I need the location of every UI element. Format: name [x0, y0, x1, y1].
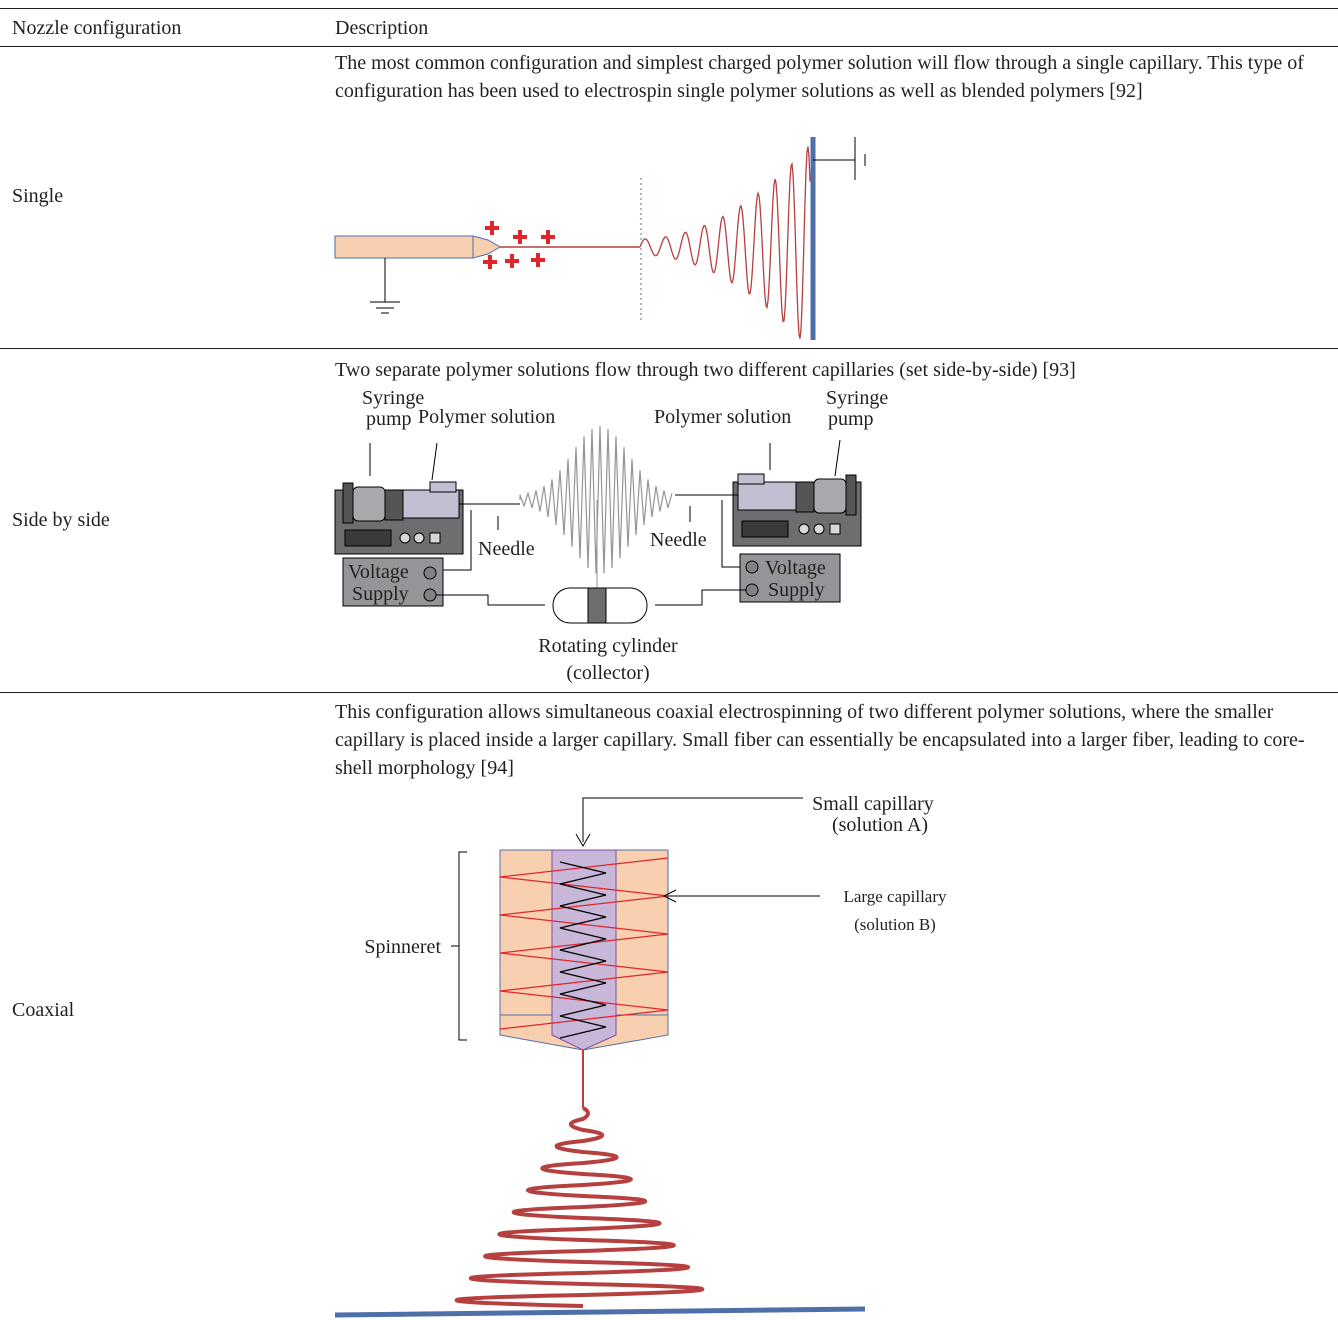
figure-label: Spinneret — [364, 936, 441, 958]
figure-label: Polymer solution — [418, 406, 555, 428]
page: Nozzle configuration Description Single … — [0, 0, 1338, 1320]
figure-label: Syringe — [362, 387, 424, 409]
figure-label: (solution A) — [832, 814, 928, 836]
charge — [485, 221, 499, 235]
single-diagram — [335, 137, 865, 340]
figure-label: Needle — [650, 529, 707, 551]
figure-label: Voltage — [348, 561, 409, 583]
charge — [541, 230, 555, 244]
charge — [483, 255, 497, 269]
charge — [513, 230, 527, 244]
figure-label: Supply — [352, 583, 409, 605]
figure-label: Rotating cylinder — [538, 635, 678, 657]
figure-label: pump — [828, 408, 874, 430]
figure-label: Polymer solution — [654, 406, 791, 428]
figure-label: Voltage — [765, 557, 826, 579]
coaxial-diagram: Small capillary (solution A) Large capil… — [335, 793, 947, 1315]
figure-label: (solution B) — [854, 915, 936, 934]
figures: Syringe pump Polymer solution Polymer so… — [0, 0, 1338, 1320]
figure-label: Supply — [768, 579, 825, 601]
charge — [505, 254, 519, 268]
figure-label: Needle — [478, 538, 535, 560]
figure-label: pump — [366, 408, 412, 430]
figure-label: (collector) — [566, 662, 649, 684]
figure-label: Syringe — [826, 387, 888, 409]
charge — [531, 253, 545, 267]
figure-label: Small capillary — [812, 793, 934, 815]
figure-label: Large capillary — [843, 887, 947, 906]
